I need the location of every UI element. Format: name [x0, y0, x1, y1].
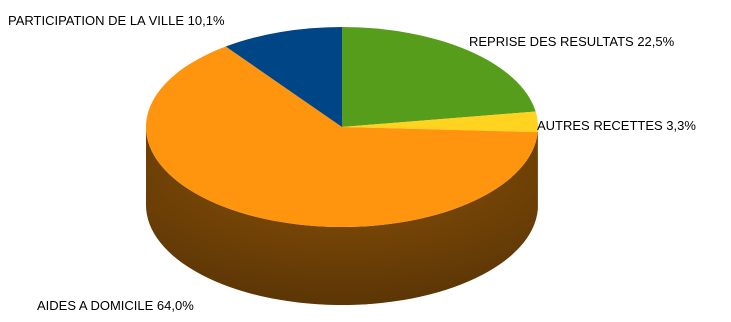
pie-slice-reprise-des-resultats: [342, 27, 536, 127]
pie-slice-aides-a-domicile: [145, 46, 538, 227]
label-participation-de-la-ville: PARTICIPATION DE LA VILLE 10,1%: [8, 13, 225, 28]
pie-slices: [145, 27, 538, 227]
label-aides-a-domicile: AIDES A DOMICILE 64,0%: [37, 298, 194, 313]
pie-sides: [146, 127, 538, 305]
label-reprise-des-resultats: REPRISE DES RESULTATS 22,5%: [469, 34, 675, 49]
label-autres-recettes: AUTRES RECETTES 3,3%: [537, 118, 696, 133]
pie-slice-autres-recettes: [342, 111, 538, 133]
pie-slice-participation-de-la-ville: [225, 27, 342, 127]
slice-labels: REPRISE DES RESULTATS 22,5% AUTRES RECET…: [8, 13, 696, 313]
pie-side-shade-aides-a-domicile: [146, 127, 538, 305]
